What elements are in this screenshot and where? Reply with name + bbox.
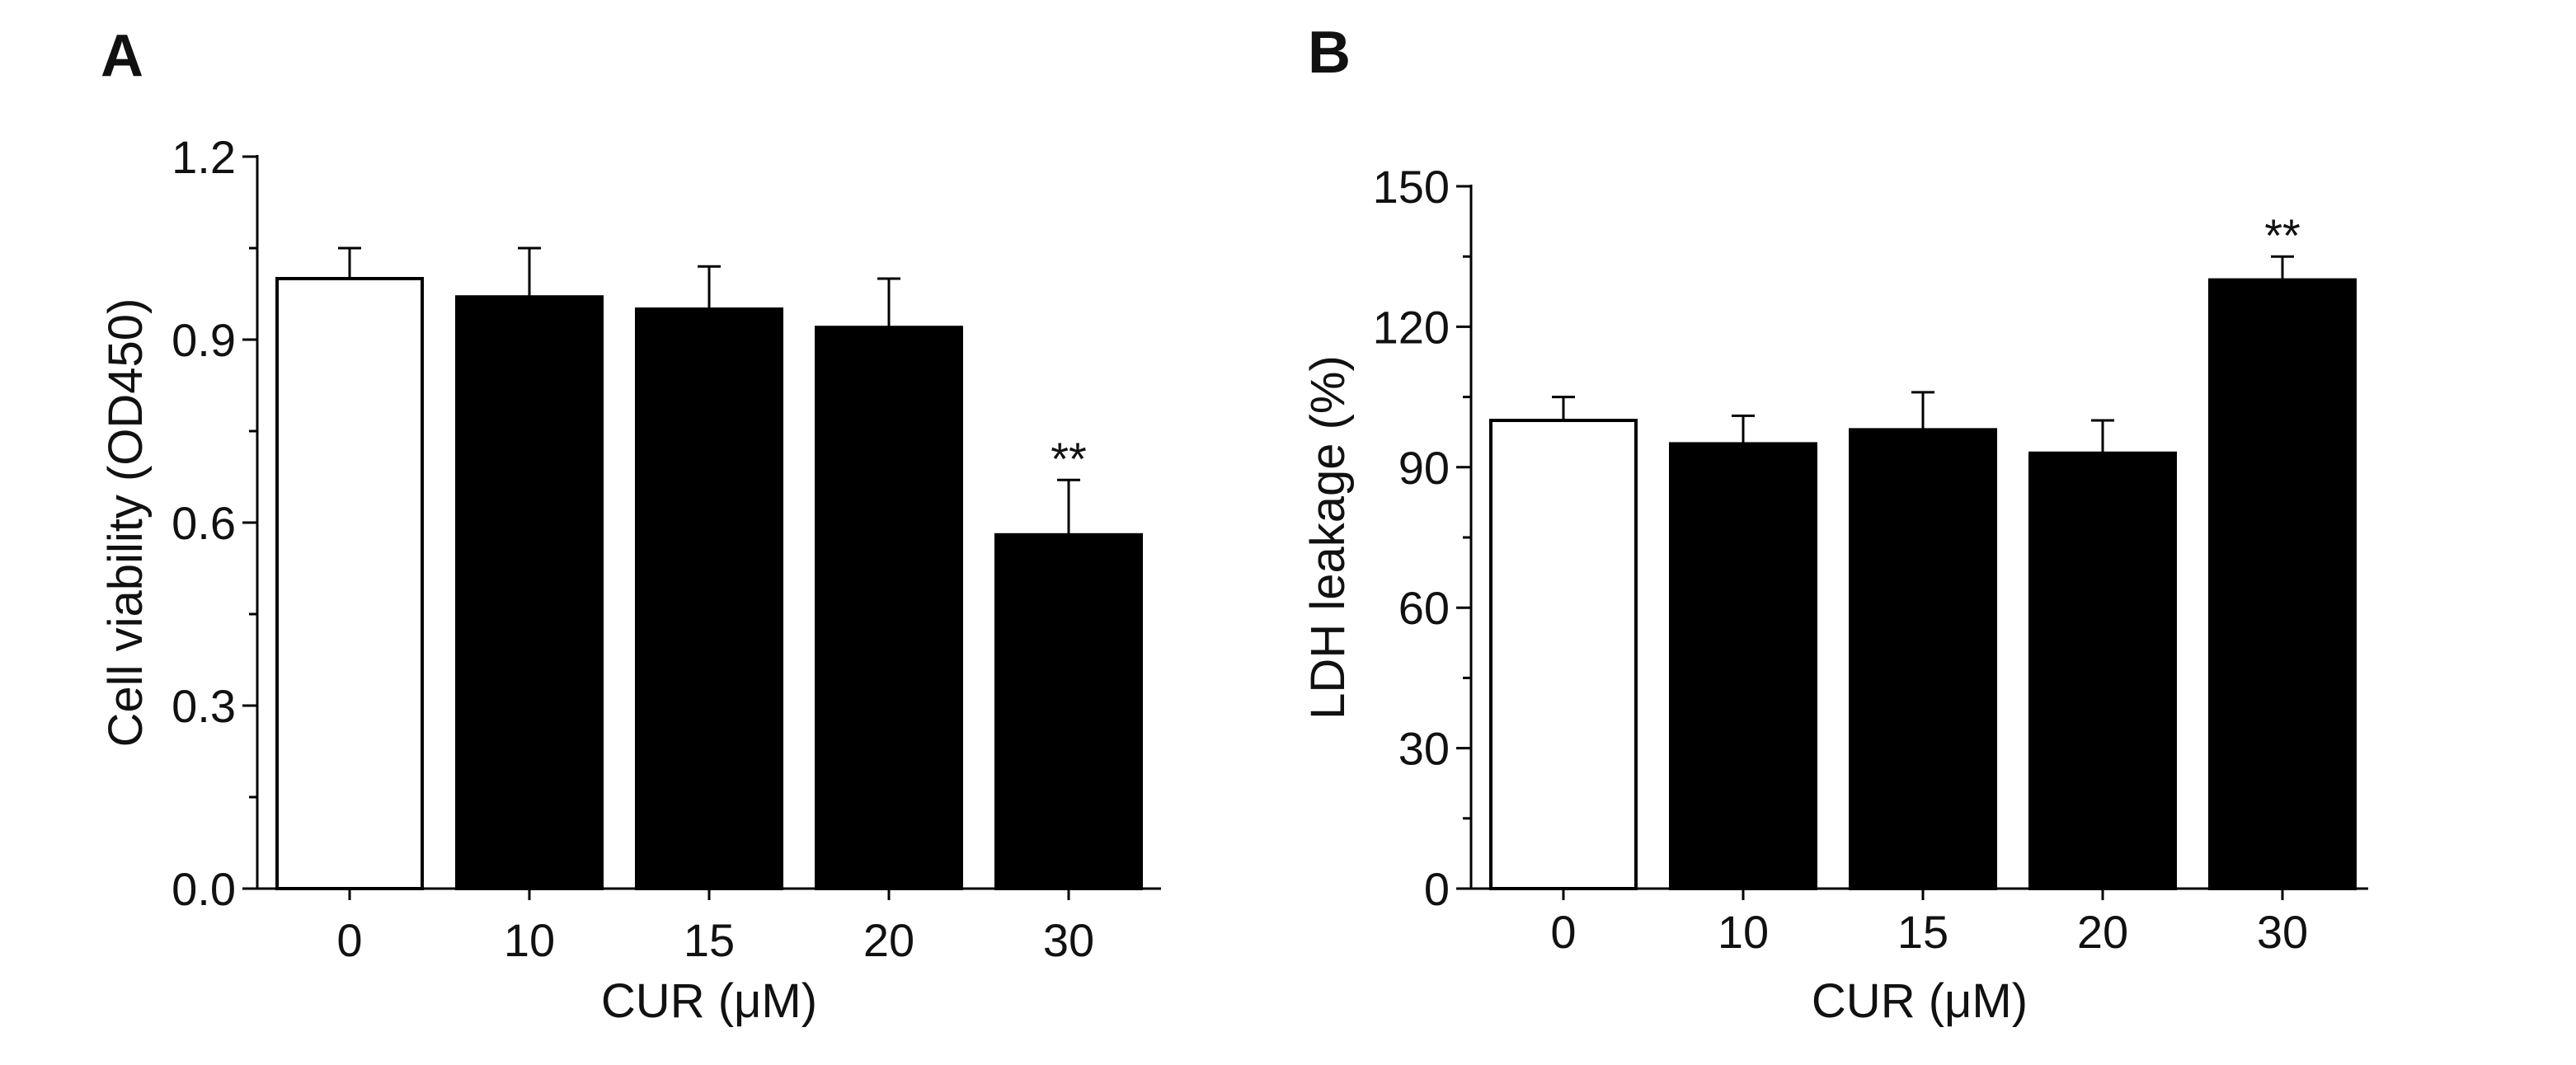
bar-0 (275, 277, 424, 890)
x-axis-title: CUR (μM) (601, 974, 817, 1028)
y-tick-label: 0.0 (172, 863, 236, 915)
y-tick-label: 90 (1398, 442, 1450, 494)
bar-10 (455, 295, 604, 890)
bar-30 (994, 532, 1143, 890)
x-tick-label-15: 15 (684, 914, 735, 966)
bar-20 (815, 326, 963, 890)
panel-b: B 0 10 15 20 30 ** 0 30 60 90 120 150 CUR (μM) LDH lea… (1301, 20, 2368, 1028)
x-tick-label-10: 10 (504, 914, 555, 966)
x-tick-label-20: 20 (2077, 906, 2128, 958)
bar-15 (1849, 428, 1997, 890)
bar-0 (1489, 419, 1638, 890)
y-tick-label: 1.2 (172, 131, 236, 183)
y-tick-label: 0.3 (172, 680, 236, 732)
panel-a: A 0 10 15 20 30 ** 0.0 0.3 0.6 0.9 1.2 CUR (μM) Cell … (99, 23, 1161, 1028)
significance-annotation: ** (1051, 433, 1087, 485)
y-tick-label: 30 (1398, 723, 1450, 775)
y-tick-label: 60 (1398, 582, 1450, 634)
x-tick-label-30: 30 (2257, 906, 2308, 958)
x-tick-label-0: 0 (1550, 906, 1576, 958)
y-tick-label: 120 (1373, 301, 1450, 353)
bar-30 (2208, 278, 2357, 891)
x-axis-title: CUR (μM) (1812, 974, 2028, 1028)
y-tick-label: 150 (1373, 161, 1450, 213)
y-tick-label: 0.6 (172, 497, 236, 549)
panel-letter: B (1308, 20, 1351, 86)
x-tick-label-10: 10 (1718, 906, 1769, 958)
bar-15 (635, 307, 783, 890)
y-tick-label: 0.9 (172, 314, 236, 366)
bar-10 (1669, 442, 1817, 890)
y-axis-title: Cell viability (OD450) (99, 298, 153, 748)
x-tick-label-30: 30 (1043, 914, 1094, 966)
bar-20 (2028, 451, 2177, 890)
significance-annotation: ** (2264, 209, 2301, 261)
x-tick-label-15: 15 (1897, 906, 1948, 958)
panel-letter: A (101, 23, 143, 89)
x-tick-label-0: 0 (336, 914, 362, 966)
x-tick-label-20: 20 (863, 914, 914, 966)
y-tick-label: 0 (1424, 863, 1450, 915)
y-axis-title: LDH leakage (%) (1301, 355, 1355, 720)
